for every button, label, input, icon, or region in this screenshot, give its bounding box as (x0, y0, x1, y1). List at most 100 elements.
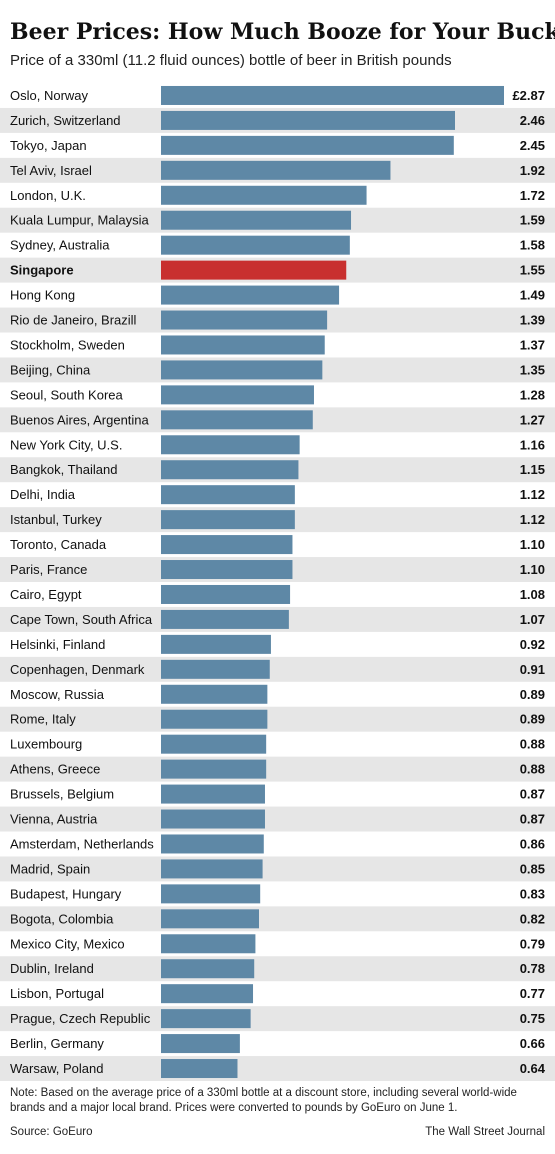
row-stripe (0, 956, 555, 982)
category-label: Helsinki, Finland (10, 637, 105, 652)
bar (161, 909, 259, 929)
value-label: 0.92 (520, 637, 545, 652)
value-label: 0.85 (520, 861, 545, 876)
row-stripe (0, 906, 555, 932)
value-label: 1.28 (520, 387, 545, 402)
value-label: 1.07 (520, 612, 545, 627)
category-label: London, U.K. (10, 188, 86, 203)
publisher-credit: The Wall Street Journal (425, 1126, 545, 1138)
value-label: 0.66 (520, 1036, 545, 1051)
row-stripe (0, 706, 555, 732)
category-label: Rome, Italy (10, 712, 76, 727)
bar (161, 235, 350, 255)
bar (161, 360, 323, 380)
category-label: Cape Town, South Africa (10, 612, 153, 627)
category-label: Warsaw, Poland (10, 1061, 103, 1076)
row-stripe (0, 656, 555, 682)
value-label: 2.45 (520, 138, 545, 153)
bar (161, 1034, 240, 1054)
bar (161, 659, 270, 679)
category-label: Madrid, Spain (10, 861, 90, 876)
category-label: Buenos Aires, Argentina (10, 412, 150, 427)
category-label: Seoul, South Korea (10, 387, 124, 402)
category-label: Dublin, Ireland (10, 961, 94, 976)
bar (161, 734, 267, 754)
bar (161, 310, 328, 330)
category-label: Copenhagen, Denmark (10, 662, 145, 677)
value-label: 1.55 (520, 263, 545, 278)
value-label: 0.75 (520, 1011, 545, 1026)
value-label: 0.89 (520, 687, 545, 702)
category-label: Bangkok, Thailand (10, 462, 117, 477)
category-label: Hong Kong (10, 288, 75, 303)
bar (161, 759, 267, 779)
value-label: 1.12 (520, 487, 545, 502)
category-label: Zurich, Switzerland (10, 113, 121, 128)
value-label: 1.39 (520, 313, 545, 328)
bar (161, 510, 295, 530)
category-label: Istanbul, Turkey (10, 512, 102, 527)
bar (161, 135, 454, 155)
category-label: Delhi, India (10, 487, 76, 502)
category-label: Stockholm, Sweden (10, 337, 125, 352)
bar (161, 634, 271, 654)
category-label: Beijing, China (10, 362, 91, 377)
bar (161, 1009, 251, 1029)
value-label: 0.82 (520, 911, 545, 926)
bar (161, 809, 265, 829)
row-stripe (0, 806, 555, 832)
value-label: 0.83 (520, 886, 545, 901)
category-label: Rio de Janeiro, Brazill (10, 313, 137, 328)
value-label: 1.92 (520, 163, 545, 178)
category-label: Toronto, Canada (10, 537, 107, 552)
value-label: 1.16 (520, 437, 545, 452)
value-label: 0.88 (520, 762, 545, 777)
bar (161, 684, 268, 704)
row-stripe (0, 756, 555, 782)
category-label: Singapore (10, 263, 74, 278)
value-label: 1.08 (520, 587, 545, 602)
row-stripe (0, 1006, 555, 1032)
bar (161, 385, 314, 405)
bar (161, 460, 299, 480)
category-label: Mexico City, Mexico (10, 936, 125, 951)
category-label: Budapest, Hungary (10, 886, 122, 901)
category-label: Lisbon, Portugal (10, 986, 104, 1001)
source-credit: Source: GoEuro (10, 1126, 93, 1138)
category-label: Tel Aviv, Israel (10, 163, 92, 178)
bar (161, 959, 255, 979)
value-label: 0.87 (520, 812, 545, 827)
chart-note: Note: Based on the average price of a 33… (10, 1087, 517, 1114)
chart-title: Beer Prices: How Much Booze for Your Buc… (10, 19, 555, 45)
bar (161, 609, 289, 629)
bar (161, 560, 293, 580)
value-label: 1.58 (520, 238, 545, 253)
value-label: 0.86 (520, 836, 545, 851)
beer-price-bar-chart: Oslo, Norway £2.87 Zurich, Switzerland 2.46… (0, 85, 555, 1081)
value-label: 0.91 (520, 662, 545, 677)
category-label: Oslo, Norway (10, 88, 89, 103)
value-label: 1.59 (520, 213, 545, 228)
value-label: 0.78 (520, 961, 545, 976)
category-label: Berlin, Germany (10, 1036, 104, 1051)
bar (161, 335, 325, 355)
category-label: Vienna, Austria (10, 812, 98, 827)
value-label: 0.89 (520, 712, 545, 727)
category-label: New York City, U.S. (10, 437, 122, 452)
bar (161, 110, 455, 130)
value-label: 1.27 (520, 412, 545, 427)
value-label: 0.64 (520, 1061, 546, 1076)
bar (161, 160, 391, 180)
bar (161, 535, 293, 555)
bar (161, 210, 352, 230)
bar (161, 859, 263, 879)
bar (161, 410, 313, 430)
bar (161, 260, 347, 280)
value-label: 1.49 (520, 288, 545, 303)
bar (161, 185, 367, 205)
chart-subtitle: Price of a 330ml (11.2 fluid ounces) bot… (10, 52, 452, 69)
bar (161, 709, 268, 729)
category-label: Paris, France (10, 562, 87, 577)
value-label: 1.10 (520, 537, 545, 552)
category-label: Kuala Lumpur, Malaysia (10, 213, 150, 228)
